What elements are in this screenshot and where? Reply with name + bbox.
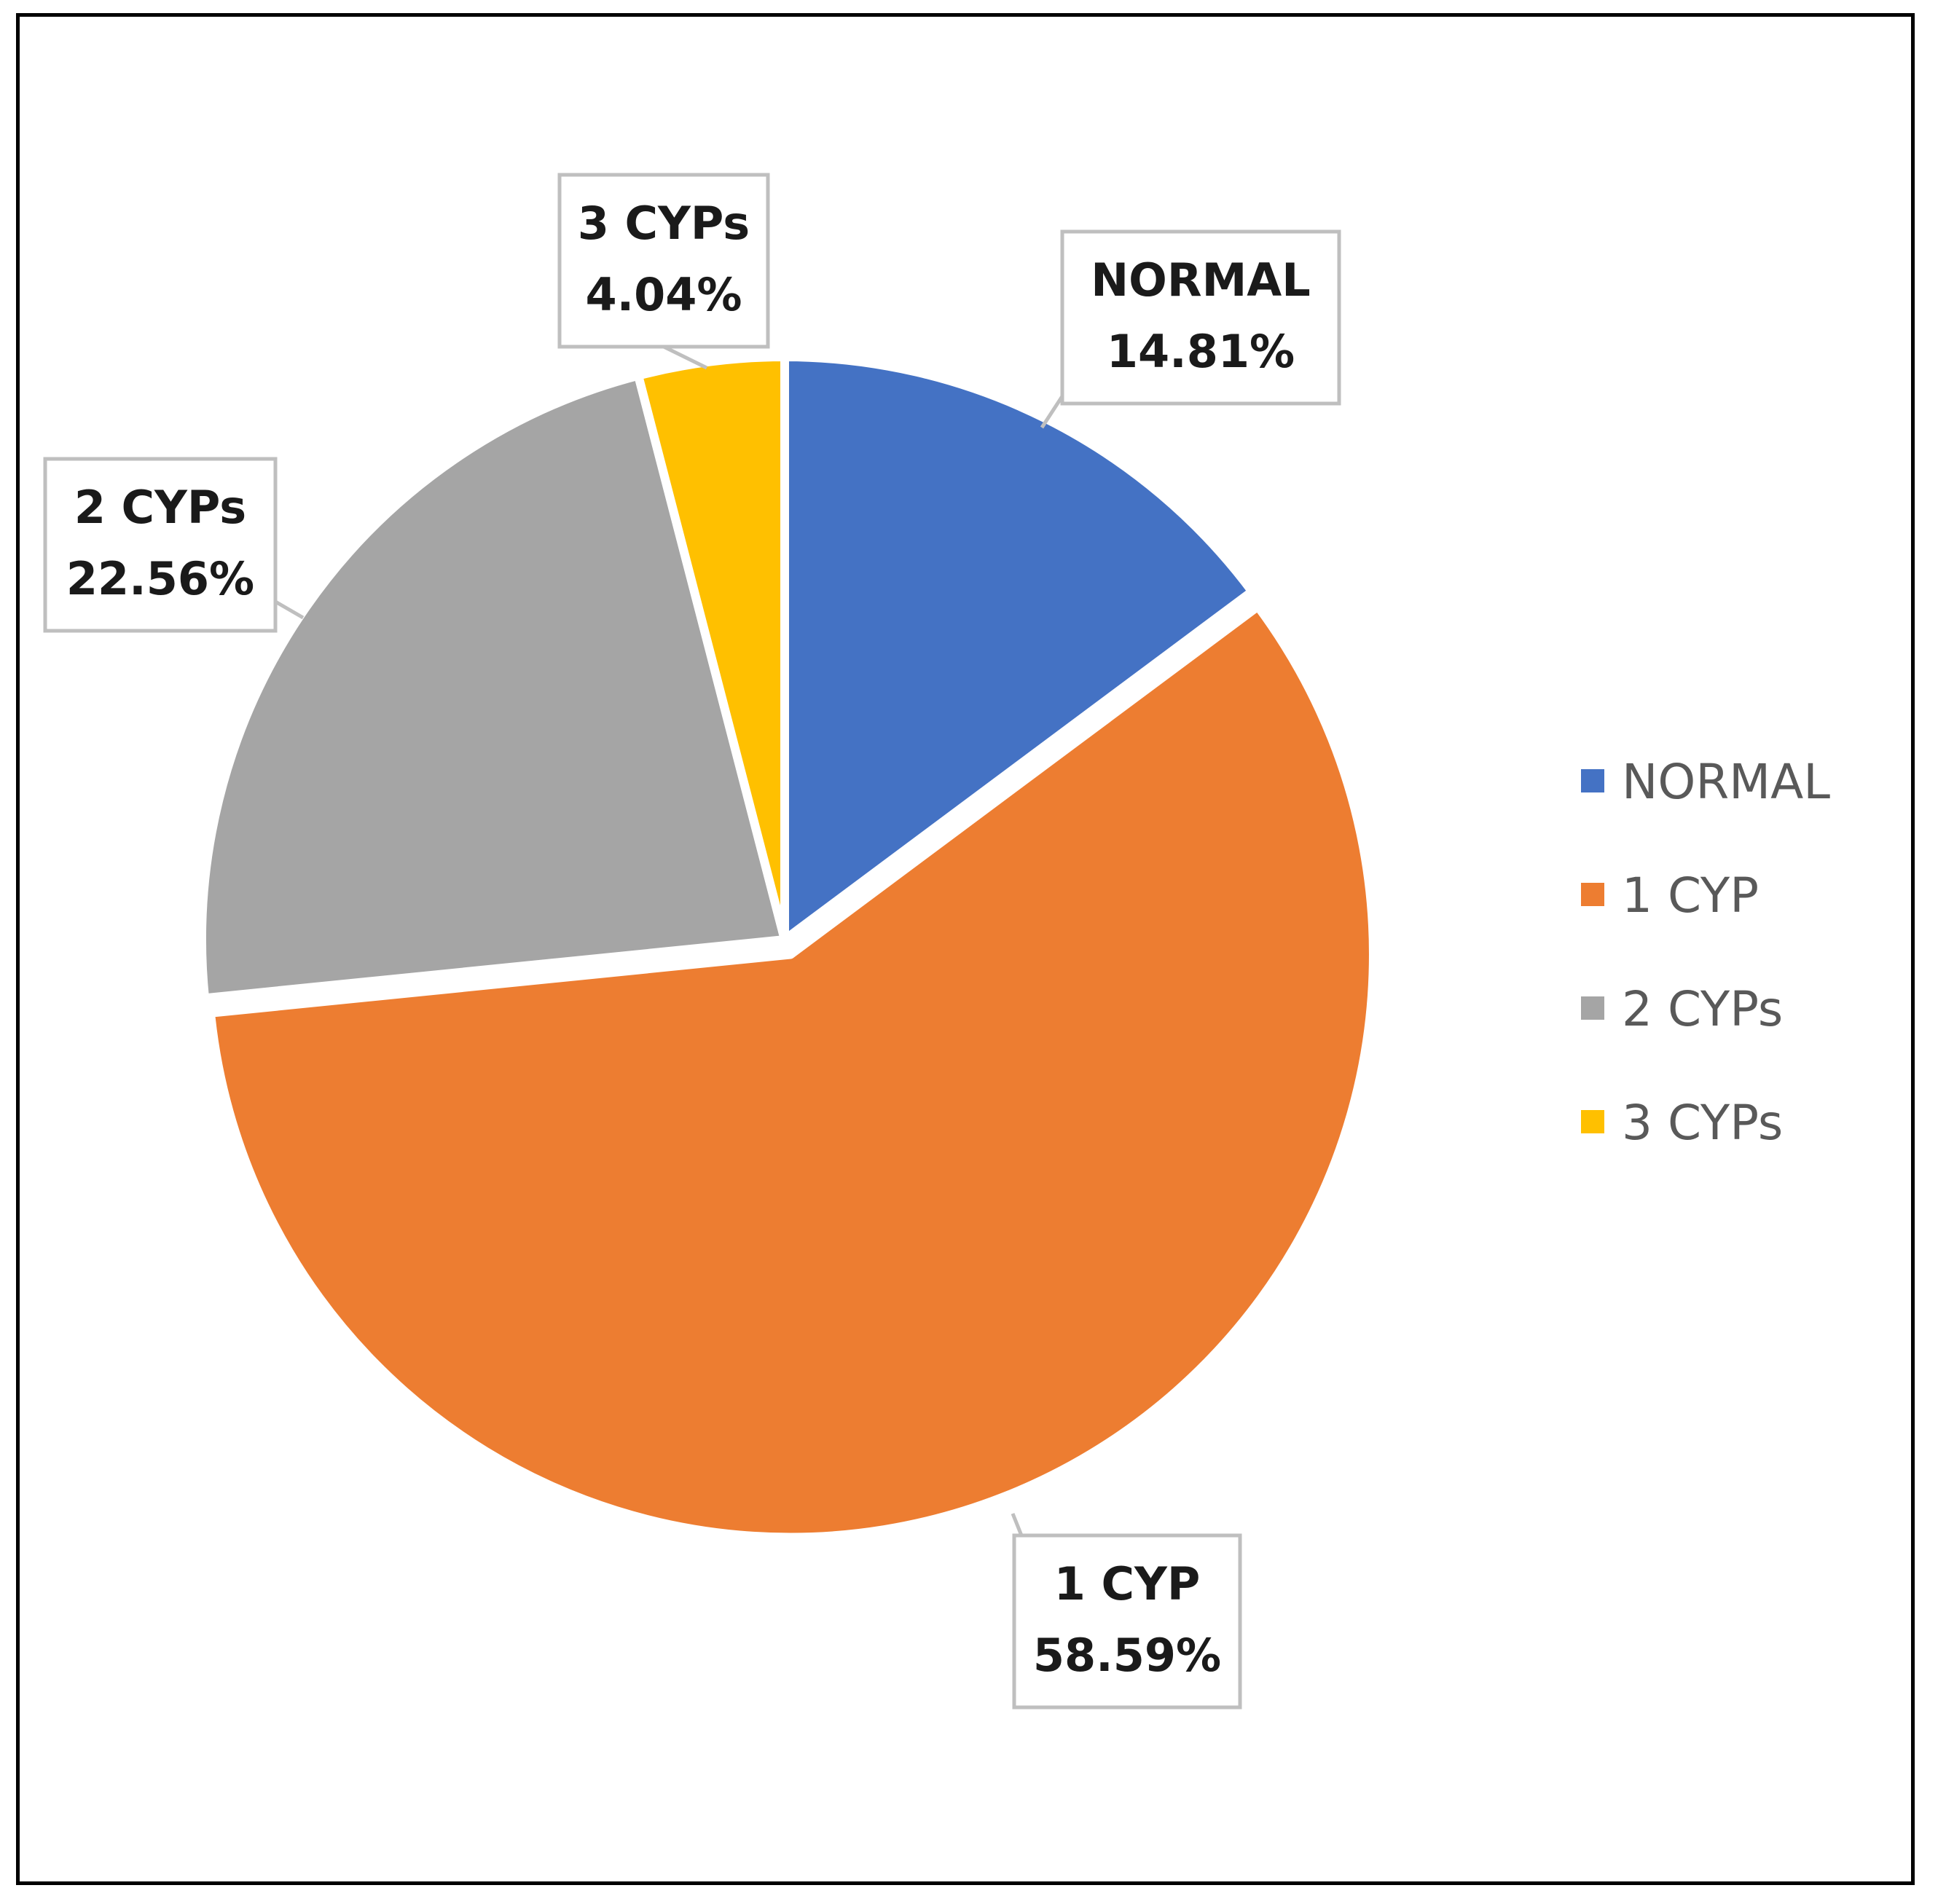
data-label-normal: NORMAL 14.81% [1060, 229, 1341, 406]
data-label-value: 14.81% [1107, 325, 1295, 378]
data-labels: NORMAL 14.81% 1 CYP 58.59% 2 CYPs 22.56% 3 CYP… [43, 173, 1341, 1710]
data-label-2-cyps: 2 CYPs 22.56% [43, 457, 278, 633]
leader-line-normal [1040, 395, 1064, 429]
leader-line-3-cyps [662, 345, 708, 370]
data-label-box [557, 173, 770, 349]
legend-label: 3 CYPs [1622, 1095, 1783, 1151]
data-label-value: 22.56% [66, 552, 254, 605]
pie-slice-1-cyp [206, 602, 1378, 1542]
label-leader-lines [274, 345, 1064, 1536]
legend-label: NORMAL [1622, 754, 1830, 810]
legend-label: 2 CYPs [1622, 981, 1783, 1037]
data-label-value: 58.59% [1033, 1629, 1221, 1682]
data-label-category: 1 CYP [1054, 1557, 1201, 1610]
data-label-box [43, 457, 278, 633]
data-label-category: 3 CYPs [578, 197, 750, 250]
data-label-box [1012, 1533, 1242, 1710]
legend-item-3-cyps: 3 CYPs [1581, 1095, 1783, 1151]
legend-item-1-cyp: 1 CYP [1581, 868, 1759, 924]
data-label-3-cyps: 3 CYPs 4.04% [557, 173, 770, 349]
data-label-value: 4.04% [585, 268, 742, 321]
legend-item-2-cyps: 2 CYPs [1581, 981, 1783, 1037]
data-label-category: 2 CYPs [74, 481, 246, 534]
legend: NORMAL 1 CYP 2 CYPs 3 CYPs [1581, 754, 1830, 1151]
legend-label: 1 CYP [1622, 868, 1759, 924]
legend-swatch [1581, 769, 1604, 792]
legend-swatch [1581, 1110, 1604, 1133]
data-label-1-cyp: 1 CYP 58.59% [1012, 1533, 1242, 1710]
pie-slice-3-cyps [634, 353, 789, 944]
pie-slices [197, 353, 1378, 1542]
legend-swatch [1581, 883, 1604, 906]
leader-line-1-cyp [1011, 1513, 1024, 1536]
data-label-box [1060, 229, 1341, 406]
legend-swatch [1581, 996, 1604, 1020]
pie-slice-2-cyps [197, 371, 789, 1003]
leader-line-2-cyps [274, 599, 305, 620]
legend-item-normal: NORMAL [1581, 754, 1830, 810]
data-label-category: NORMAL [1091, 253, 1311, 307]
